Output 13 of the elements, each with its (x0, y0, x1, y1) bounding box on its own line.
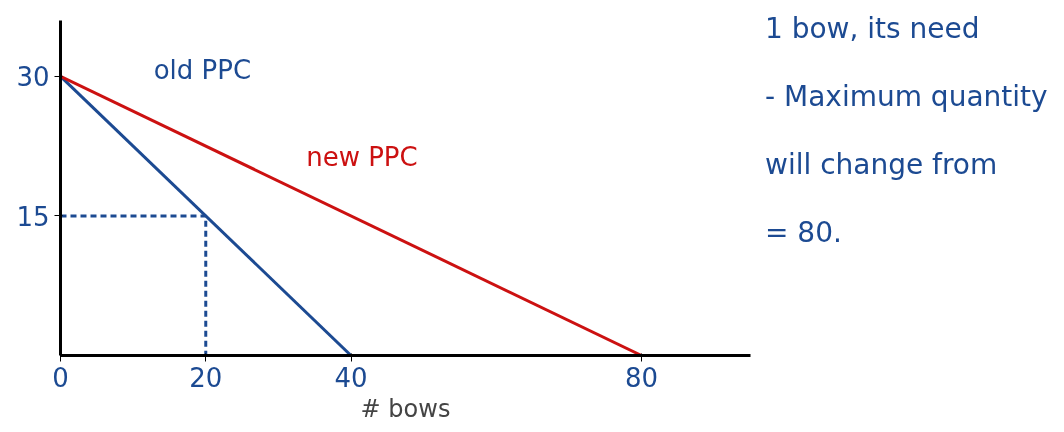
text: - Maximum quantity (765, 79, 1048, 115)
y-tick-label: 15 (16, 201, 50, 232)
annotation: old PPC (153, 55, 252, 86)
x-tick-label: 0 (52, 362, 69, 393)
x-tick-label: 40 (334, 362, 368, 393)
text: = 80. (765, 215, 843, 251)
x-axis-title: # bows (360, 394, 451, 423)
text: will change from (765, 147, 999, 183)
annotation: new PPC (306, 141, 418, 172)
x-tick-label: 80 (625, 362, 659, 393)
text: 1 bow, its need (765, 11, 981, 47)
y-tick-label: 30 (16, 62, 50, 93)
x-tick-label: 20 (189, 362, 223, 393)
